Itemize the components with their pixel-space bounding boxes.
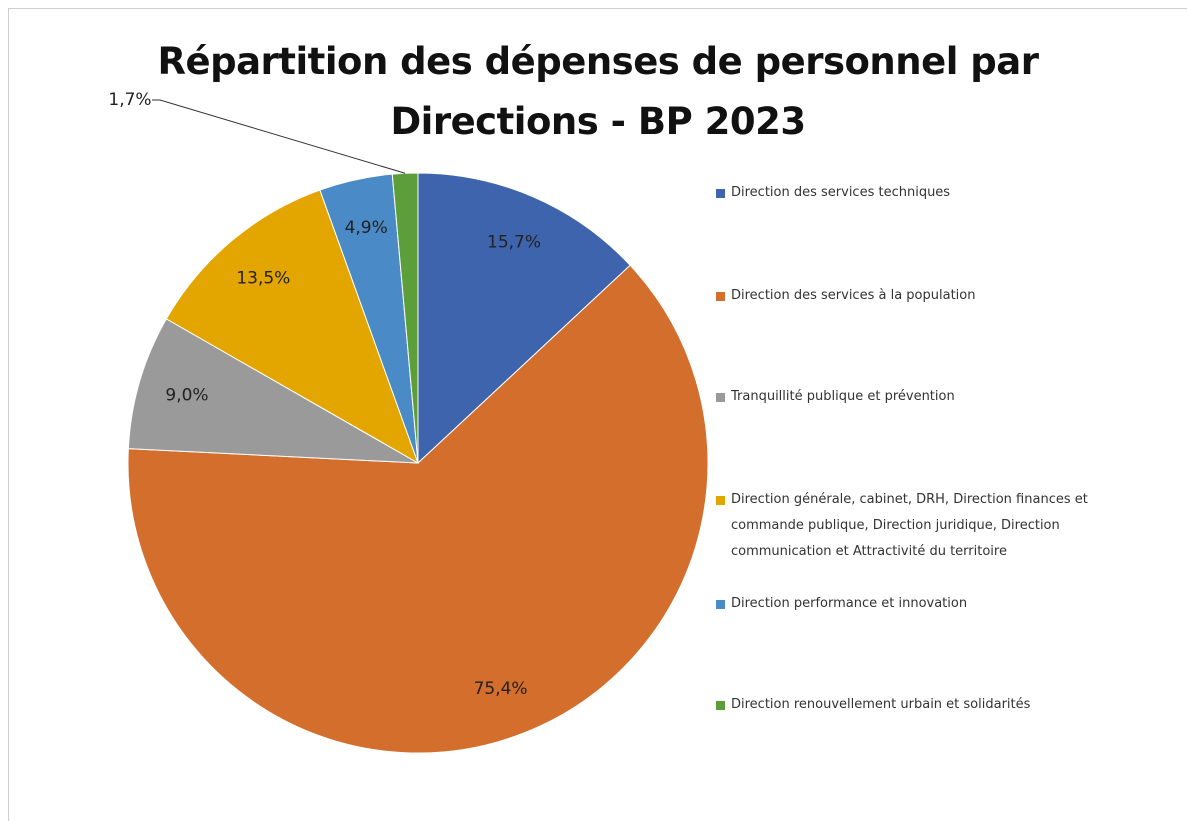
data-label: 9,0% [165, 385, 208, 405]
leader-line [152, 99, 406, 174]
pie-slice [127, 264, 709, 754]
legend-label: Direction des services à la population [731, 288, 976, 303]
data-label: 1,7% [108, 90, 151, 110]
legend-item: Direction performance et innovation [716, 591, 1156, 617]
legend-item: Direction générale, cabinet, DRH, Direct… [716, 487, 1156, 565]
data-label: 15,7% [487, 232, 541, 252]
legend-item: Direction renouvellement urbain et solid… [716, 692, 1156, 718]
legend-label: Direction performance et innovation [731, 596, 968, 611]
legend-label: Tranquillité publique et prévention [731, 389, 955, 404]
legend-item: Tranquillité publique et prévention [716, 384, 1156, 410]
data-label: 4,9% [345, 218, 388, 238]
pie-slice [165, 189, 419, 465]
legend-swatch [716, 292, 725, 301]
pie-slice [417, 172, 631, 465]
legend-swatch [716, 600, 725, 609]
pie-slice [127, 318, 419, 464]
chart-title: Répartition des dépenses de personnel pa… [157, 40, 1039, 143]
legend-swatch [716, 701, 725, 710]
legend-label: Direction des services techniques [731, 185, 951, 200]
legend-label: Direction générale, cabinet, DRH, Direct… [731, 492, 1088, 559]
legend-swatch [716, 393, 725, 402]
data-label: 13,5% [236, 269, 290, 289]
legend-item: Direction des services à la population [716, 283, 1156, 309]
legend-swatch [716, 189, 725, 198]
legend-item: Direction des services techniques [716, 180, 1156, 206]
legend-label: Direction renouvellement urbain et solid… [731, 697, 1031, 712]
legend-swatch [716, 496, 725, 505]
data-label: 75,4% [474, 679, 528, 699]
